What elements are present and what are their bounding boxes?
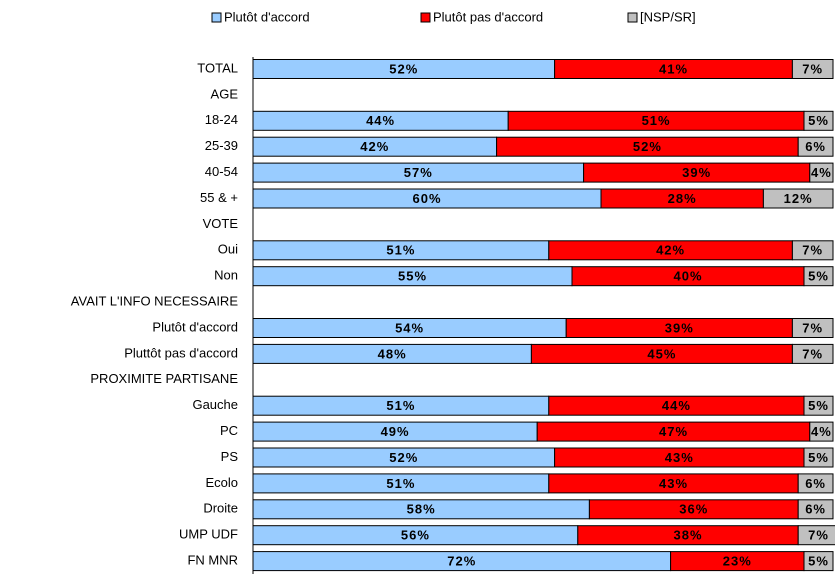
bar-segment [809, 162, 834, 183]
bar-segment [809, 421, 834, 442]
category-label: 25-39 [205, 138, 238, 153]
category-label: 40-54 [205, 164, 238, 179]
legend-swatch [211, 12, 222, 23]
value-label: 52% [389, 61, 418, 76]
value-label: 51% [386, 398, 415, 413]
value-label: 54% [395, 320, 424, 335]
category-label: Non [214, 268, 238, 283]
bar-segment [791, 318, 834, 338]
category-label: Ecolo [205, 475, 238, 490]
value-label: 4% [811, 165, 832, 180]
value-label: 41% [659, 61, 688, 76]
value-label: 43% [659, 476, 688, 491]
legend-swatch [627, 12, 638, 23]
category-label: UMP UDF [179, 527, 238, 542]
value-label: 56% [401, 528, 430, 543]
bar-segment [803, 551, 834, 572]
value-label: 43% [665, 450, 694, 465]
value-label: 38% [673, 528, 702, 543]
value-label: 6% [805, 502, 826, 517]
value-label: 7% [802, 243, 823, 258]
value-label: 51% [386, 476, 415, 491]
category-label: Pluttôt pas d'accord [124, 345, 238, 360]
value-label: 57% [404, 165, 433, 180]
category-label: Plutôt d'accord [152, 319, 238, 334]
legend-swatch [420, 12, 431, 23]
value-label: 60% [412, 191, 441, 206]
category-label: FN MNR [187, 553, 238, 568]
value-label: 42% [360, 139, 389, 154]
value-label: 58% [407, 502, 436, 517]
value-label: 52% [389, 450, 418, 465]
value-label: 5% [808, 554, 829, 569]
value-label: 36% [679, 502, 708, 517]
category-label: Oui [218, 242, 238, 257]
category-label: 55 & + [200, 190, 238, 205]
bar-segment [803, 266, 834, 287]
value-label: 39% [682, 165, 711, 180]
category-label: AGE [211, 86, 239, 101]
value-label: 48% [378, 346, 407, 361]
value-label: 5% [808, 113, 829, 128]
bar-segment [803, 447, 834, 468]
value-label: 28% [668, 191, 697, 206]
value-label: 7% [802, 346, 823, 361]
bar-segment [762, 188, 834, 209]
value-label: 23% [723, 554, 752, 569]
bar-segment [791, 343, 834, 364]
value-label: 49% [381, 424, 410, 439]
category-label: TOTAL [197, 60, 238, 75]
bar-segment [791, 59, 834, 79]
value-label: 51% [386, 243, 415, 258]
value-label: 72% [447, 554, 476, 569]
category-label: PC [220, 423, 238, 438]
bar-segment [797, 525, 835, 546]
category-label: PS [221, 449, 239, 464]
bar-segment [797, 473, 834, 494]
legend-label: [NSP/SR] [640, 9, 696, 24]
value-label: 5% [808, 398, 829, 413]
value-label: 40% [673, 269, 702, 284]
bar-segment [797, 136, 834, 157]
value-label: 39% [665, 320, 694, 335]
bar-segment [797, 499, 834, 520]
value-label: 7% [802, 320, 823, 335]
value-label: 6% [805, 476, 826, 491]
category-label: 18-24 [205, 112, 238, 127]
value-label: 45% [647, 346, 676, 361]
value-label: 51% [642, 113, 671, 128]
value-label: 5% [808, 450, 829, 465]
value-label: 44% [662, 398, 691, 413]
bar-segment [791, 240, 834, 261]
legend-label: Plutôt d'accord [224, 9, 310, 24]
bar-segment [803, 110, 834, 131]
value-label: 5% [808, 269, 829, 284]
value-label: 55% [398, 269, 427, 284]
value-label: 44% [366, 113, 395, 128]
value-label: 7% [808, 528, 829, 543]
category-label: Droite [203, 501, 238, 516]
category-label: AVAIT L'INFO NECESSAIRE [71, 294, 239, 309]
value-label: 12% [784, 191, 813, 206]
value-label: 4% [811, 424, 832, 439]
category-label: VOTE [203, 216, 239, 231]
category-label: PROXIMITE PARTISANE [90, 371, 238, 386]
bar-segment [803, 395, 834, 416]
legend-label: Plutôt pas d'accord [433, 9, 543, 24]
value-label: 52% [633, 139, 662, 154]
value-label: 6% [805, 139, 826, 154]
value-label: 7% [802, 61, 823, 76]
value-label: 42% [656, 243, 685, 258]
category-label: Gauche [192, 397, 238, 412]
value-label: 47% [659, 424, 688, 439]
